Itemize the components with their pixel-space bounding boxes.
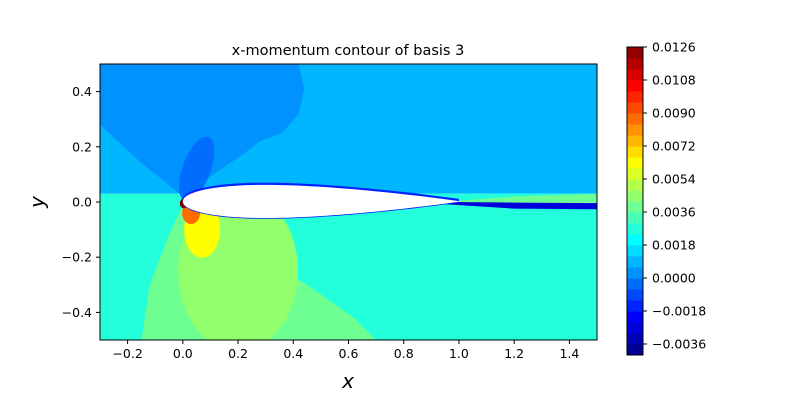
x-tick-label: 0.8 [394,346,414,361]
colorbar-tick-label: 0.0054 [652,172,696,187]
colorbar-tick-label: 0.0126 [652,40,696,55]
colorbar-tick-label: 0.0018 [652,238,696,253]
colorbar-tick-label: 0.0036 [652,205,696,220]
colorbar-level [627,245,643,257]
colorbar-level [627,333,643,345]
colorbar-level [627,113,643,125]
colorbar-level [627,179,643,191]
colorbar-level [627,223,643,235]
region-upper-leading-edge-core [179,136,215,202]
colorbar-level [627,146,643,158]
colorbar-level [627,322,643,334]
colorbar-frame [626,46,644,356]
colorbar-level [627,267,643,279]
colorbar-level [627,344,643,356]
colorbar-tick-label: 0.0072 [652,139,696,154]
colorbar-level [627,124,643,136]
colorbar-tick-label: 0.0000 [652,271,696,286]
x-tick-label: 0.6 [339,346,359,361]
region-upper-leading-edge-lobe [100,64,305,197]
colorbar-level [627,80,643,92]
colorbar-level [627,47,643,59]
region-wake-center [445,202,597,210]
colorbar-level [627,58,643,70]
y-axis-label: y [25,195,49,209]
colorbar-level [627,311,643,323]
masked-airfoil-body [182,184,459,218]
colorbar-level [627,69,643,81]
colorbar-level [627,234,643,246]
y-tick-label: 0.0 [72,195,92,210]
colorbar: 0.0126 0.0108 0.0090 0.0072 0.0054 0.0036 0.00… [626,40,706,356]
colorbar-level [627,201,643,213]
plot-area [100,64,597,340]
colorbar-level [627,212,643,224]
x-tick-label: 0.0 [173,346,193,361]
colorbar-level [627,91,643,103]
x-tick-label: 0.2 [228,346,248,361]
x-tick-label: −0.2 [112,346,142,361]
x-tick-label: 0.4 [283,346,303,361]
colorbar-level [627,256,643,268]
y-tick-label: −0.4 [62,305,92,320]
colorbar-level [627,289,643,301]
x-axis: −0.2 0.0 0.2 0.4 0.6 0.8 1.0 1.2 1.4 [112,340,579,361]
x-tick-label: 1.0 [449,346,469,361]
x-axis-label: x [341,369,354,393]
y-tick-label: 0.2 [72,139,92,154]
colorbar-tick-label: 0.0090 [652,106,696,121]
colorbar-level [627,102,643,114]
colorbar-level [627,278,643,290]
colorbar-tick-label: 0.0108 [652,73,696,88]
colorbar-tick-label: −0.0018 [652,304,706,319]
region-wake-upper-shear [458,193,597,204]
x-tick-label: 1.4 [559,346,579,361]
colorbar-tick-label: −0.0036 [652,337,706,352]
y-tick-label: −0.2 [62,250,92,265]
y-tick-label: 0.4 [72,84,92,99]
colorbar-level [627,300,643,312]
colorbar-level [627,190,643,202]
colorbar-level [627,168,643,180]
colorbar-level [627,135,643,147]
y-axis: 0.4 0.2 0.0 −0.2 −0.4 [62,84,100,320]
colorbar-level [627,157,643,169]
x-tick-label: 1.2 [504,346,524,361]
chart-title: x-momentum contour of basis 3 [232,43,465,59]
